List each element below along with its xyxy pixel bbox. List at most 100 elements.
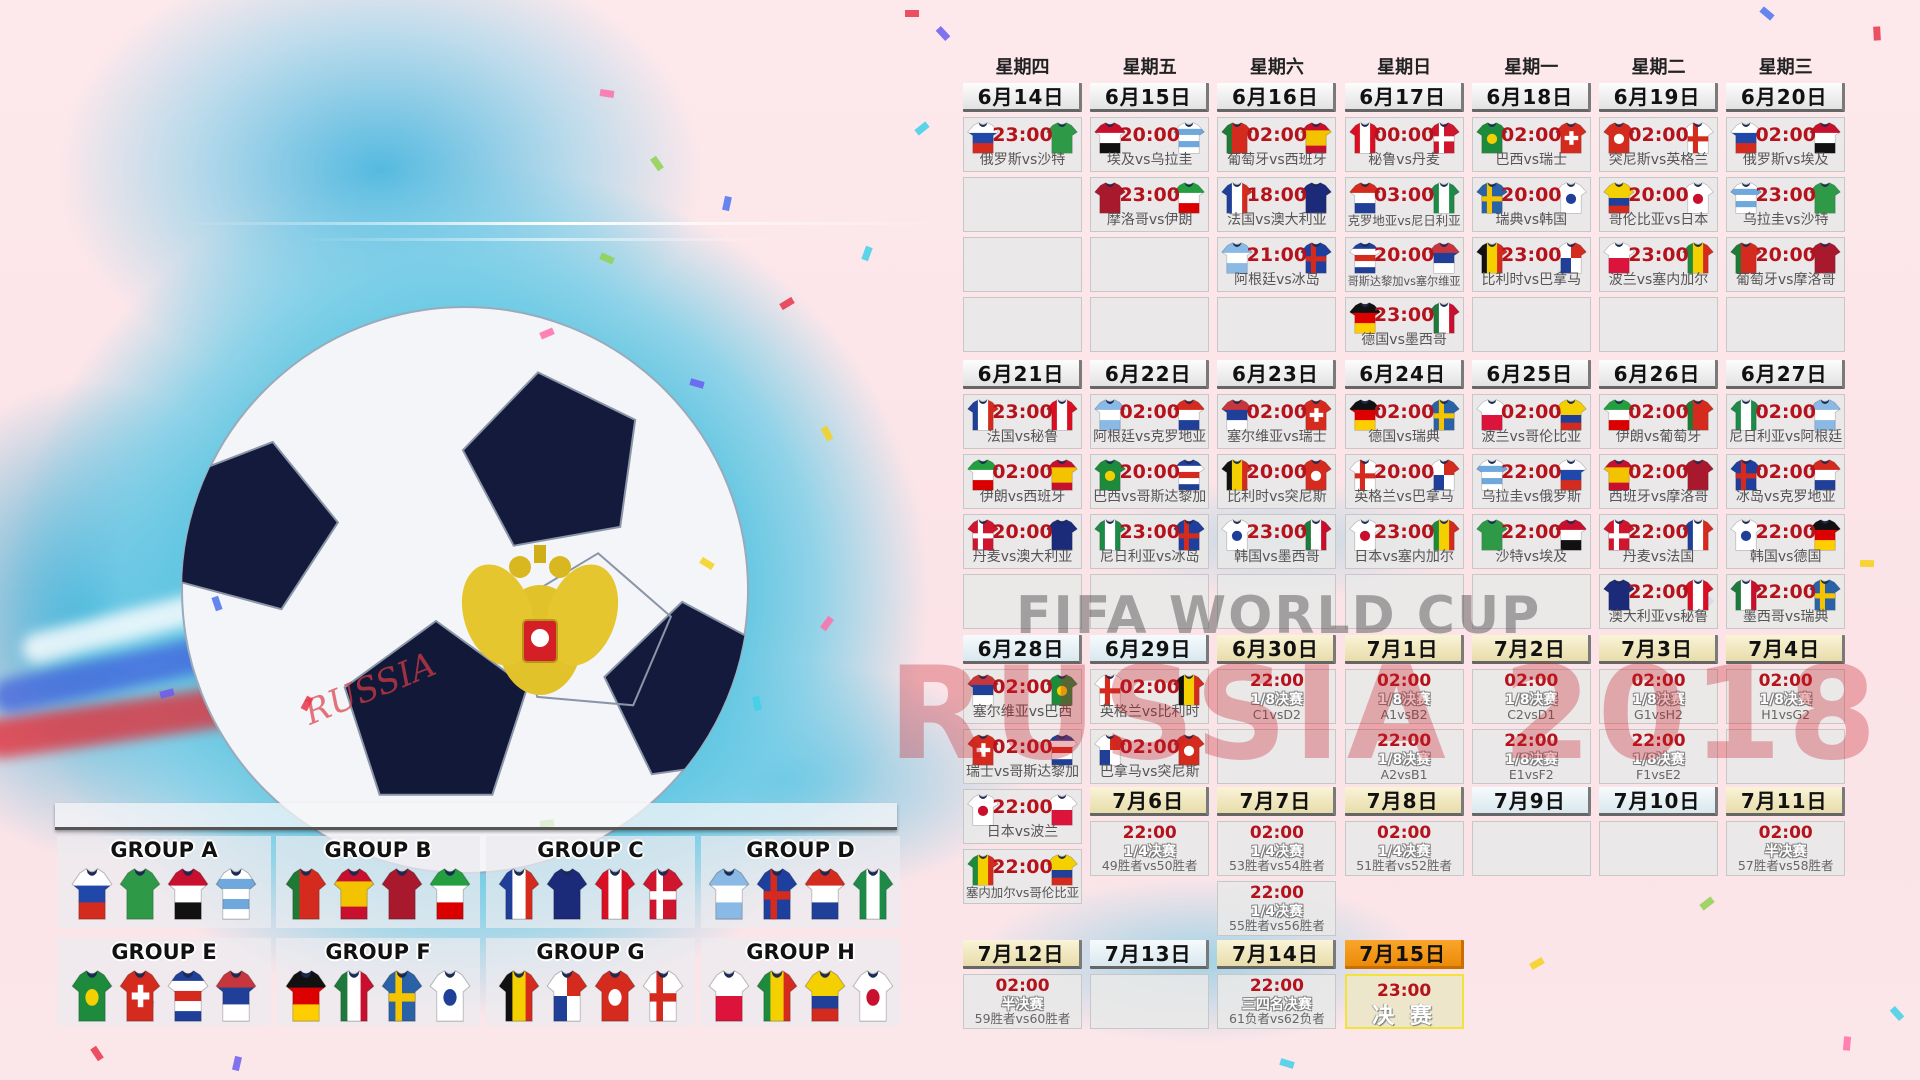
match-cell[interactable]: 20:00 葡萄牙vs摩洛哥 (1726, 237, 1846, 292)
match-cell[interactable]: 02:00 英格兰vs比利时 (1090, 669, 1210, 724)
match-cell[interactable]: 02:00 西班牙vs摩洛哥 (1599, 454, 1718, 509)
match-cell[interactable]: 23:00 决 赛 (1344, 974, 1464, 1029)
match-cell[interactable]: 22:00 1/8决赛 C1vsD2 (1217, 669, 1337, 724)
team-19-shirt-icon (1427, 241, 1461, 279)
team-11-shirt-icon (1602, 518, 1636, 556)
match-cell[interactable]: 02:00 1/8决赛 C2vsD1 (1471, 669, 1591, 724)
match-cell[interactable]: 23:00 俄罗斯vs沙特 (963, 117, 1082, 172)
match-cell[interactable]: 02:00 1/4决赛 53胜者vs54胜者 (1217, 821, 1337, 876)
match-cell[interactable]: 20:00 比利时vs突尼斯 (1217, 454, 1337, 509)
match-cell[interactable]: 02:00 德国vs瑞典 (1344, 394, 1464, 449)
match-cell[interactable]: 20:00 丹麦vs澳大利亚 (963, 514, 1082, 569)
match-cell[interactable]: 22:00 墨西哥vs瑞典 (1726, 574, 1846, 629)
match-time: 22:00 (1755, 581, 1816, 603)
match-cell[interactable]: 02:00 突尼斯vs英格兰 (1599, 117, 1718, 172)
match-cell[interactable]: 18:00 法国vs澳大利亚 (1217, 177, 1337, 232)
match-time: 22:00 (1755, 521, 1816, 543)
team-10-shirt-icon (1681, 578, 1715, 616)
match-time: 02:00 (992, 736, 1053, 758)
date-header: 7月12日 (963, 940, 1082, 969)
team-17-shirt-icon (118, 968, 162, 1028)
match-cell[interactable]: 22:00 1/8决赛 A2vsB1 (1344, 729, 1464, 784)
match-cell[interactable]: 02:00 半决赛 59胜者vs60胜者 (963, 974, 1082, 1029)
match-time: 20:00 (1501, 184, 1562, 206)
team-15-shirt-icon (851, 866, 895, 926)
empty-match-cell (1471, 821, 1591, 876)
match-cell[interactable]: 22:00 三四名决赛 61负者vs62负者 (1217, 974, 1337, 1029)
match-cell[interactable]: 02:00 巴拿马vs突尼斯 (1090, 729, 1210, 784)
team-1-shirt-icon (1045, 121, 1079, 159)
match-cell[interactable]: 22:00 沙特vs埃及 (1471, 514, 1591, 569)
match-cell[interactable]: 22:00 乌拉圭vs俄罗斯 (1471, 454, 1591, 509)
match-cell[interactable]: 02:00 1/8决赛 H1vsG2 (1726, 669, 1846, 724)
match-cell[interactable]: 02:00 1/8决赛 G1vsH2 (1599, 669, 1718, 724)
final-label: 决 赛 (1372, 1004, 1436, 1029)
match-stage: 1/4决赛 (1123, 844, 1176, 860)
match-cell[interactable]: 22:00 丹麦vs法国 (1599, 514, 1718, 569)
match-cell[interactable]: 21:00 阿根廷vs冰岛 (1217, 237, 1337, 292)
match-cell[interactable]: 20:00 哥斯达黎加vs塞尔维亚 (1344, 237, 1464, 292)
match-cell[interactable]: 22:00 澳大利亚vs秘鲁 (1599, 574, 1718, 629)
match-cell[interactable]: 23:00 摩洛哥vs伊朗 (1090, 177, 1210, 232)
match-cell[interactable]: 02:00 1/4决赛 51胜者vs52胜者 (1344, 821, 1464, 876)
match-cell[interactable]: 23:00 韩国vs墨西哥 (1217, 514, 1337, 569)
match-cell[interactable]: 22:00 1/4决赛 49胜者vs50胜者 (1090, 821, 1210, 876)
match-cell[interactable]: 22:00 塞内加尔vs哥伦比亚 (963, 849, 1082, 904)
match-time: 02:00 (1377, 823, 1432, 843)
group-shirts (701, 968, 900, 1028)
date-header: 7月13日 (1090, 940, 1210, 969)
match-cell[interactable]: 23:00 日本vs塞内加尔 (1344, 514, 1464, 569)
match-teams: 澳大利亚vs秘鲁 (1608, 609, 1709, 625)
match-time: 20:00 (1246, 461, 1308, 483)
match-cell[interactable]: 02:00 尼日利亚vs阿根廷 (1726, 394, 1846, 449)
empty-match-cell (1599, 297, 1718, 352)
match-cell[interactable]: 02:00 冰岛vs克罗地亚 (1726, 454, 1846, 509)
match-cell[interactable]: 23:00 乌拉圭vs沙特 (1726, 177, 1846, 232)
match-cell[interactable]: 22:00 日本vs波兰 (963, 789, 1082, 844)
match-cell[interactable]: 22:00 1/4决赛 55胜者vs56胜者 (1217, 881, 1337, 936)
match-cell[interactable]: 22:00 1/8决赛 E1vsF2 (1471, 729, 1591, 784)
match-cell[interactable]: 02:00 巴西vs瑞士 (1471, 117, 1591, 172)
group-card: GROUP G (486, 938, 695, 1026)
team-23-shirt-icon (1220, 518, 1254, 556)
match-cell[interactable]: 20:00 埃及vs乌拉圭 (1090, 117, 1210, 172)
match-cell[interactable]: 02:00 伊朗vs葡萄牙 (1599, 394, 1718, 449)
match-teams: 埃及vs乌拉圭 (1106, 152, 1193, 168)
match-stage: 1/8决赛 (1377, 752, 1431, 768)
light-streak (300, 238, 800, 241)
match-cell[interactable]: 22:00 1/8决赛 F1vsE2 (1599, 729, 1718, 784)
match-cell[interactable]: 20:00 英格兰vs巴拿马 (1344, 454, 1464, 509)
match-cell[interactable]: 20:00 巴西vs哥斯达黎加 (1090, 454, 1210, 509)
empty-match-cell (1090, 574, 1210, 629)
match-cell[interactable]: 03:00 克罗地亚vs尼日利亚 (1344, 177, 1464, 232)
match-cell[interactable]: 02:00 半决赛 57胜者vs58胜者 (1726, 821, 1846, 876)
match-cell[interactable]: 02:00 葡萄牙vs西班牙 (1217, 117, 1337, 172)
match-cell[interactable]: 02:00 塞尔维亚vs瑞士 (1217, 394, 1337, 449)
match-cell[interactable]: 02:00 塞尔维亚vs巴西 (963, 669, 1082, 724)
team-22-shirt-icon (380, 968, 424, 1028)
match-cell[interactable]: 23:00 尼日利亚vs冰岛 (1090, 514, 1210, 569)
match-cell[interactable]: 23:00 比利时vs巴拿马 (1471, 237, 1591, 292)
team-22-shirt-icon (1808, 578, 1842, 616)
match-cell[interactable]: 02:00 阿根廷vs克罗地亚 (1090, 394, 1210, 449)
date-header: 6月21日 (963, 360, 1082, 389)
match-cell[interactable]: 02:00 伊朗vs西班牙 (963, 454, 1082, 509)
match-cell[interactable]: 02:00 波兰vs哥伦比亚 (1471, 394, 1591, 449)
team-30-shirt-icon (1602, 181, 1636, 219)
match-cell[interactable]: 23:00 波兰vs塞内加尔 (1599, 237, 1718, 292)
match-cell[interactable]: 20:00 哥伦比亚vs日本 (1599, 177, 1718, 232)
match-cell[interactable]: 02:00 1/8决赛 A1vsB2 (1344, 669, 1464, 724)
match-cell[interactable]: 22:00 韩国vs德国 (1726, 514, 1846, 569)
russian-eagle-emblem-icon (461, 545, 619, 695)
match-cell[interactable]: 02:00 瑞士vs哥斯达黎加 (963, 729, 1082, 784)
empty-match-cell (1726, 729, 1846, 784)
match-cell[interactable]: 20:00 瑞典vs韩国 (1471, 177, 1591, 232)
match-cell[interactable]: 23:00 德国vs墨西哥 (1344, 297, 1464, 352)
match-cell[interactable]: 00:00 秘鲁vs丹麦 (1344, 117, 1464, 172)
match-cell[interactable]: 02:00 俄罗斯vs埃及 (1726, 117, 1846, 172)
match-time: 02:00 (1377, 671, 1432, 691)
match-cell[interactable]: 23:00 法国vs秘鲁 (963, 394, 1082, 449)
team-10-shirt-icon (1348, 121, 1382, 159)
team-0-shirt-icon (70, 866, 114, 926)
team-10-shirt-icon (593, 866, 637, 926)
